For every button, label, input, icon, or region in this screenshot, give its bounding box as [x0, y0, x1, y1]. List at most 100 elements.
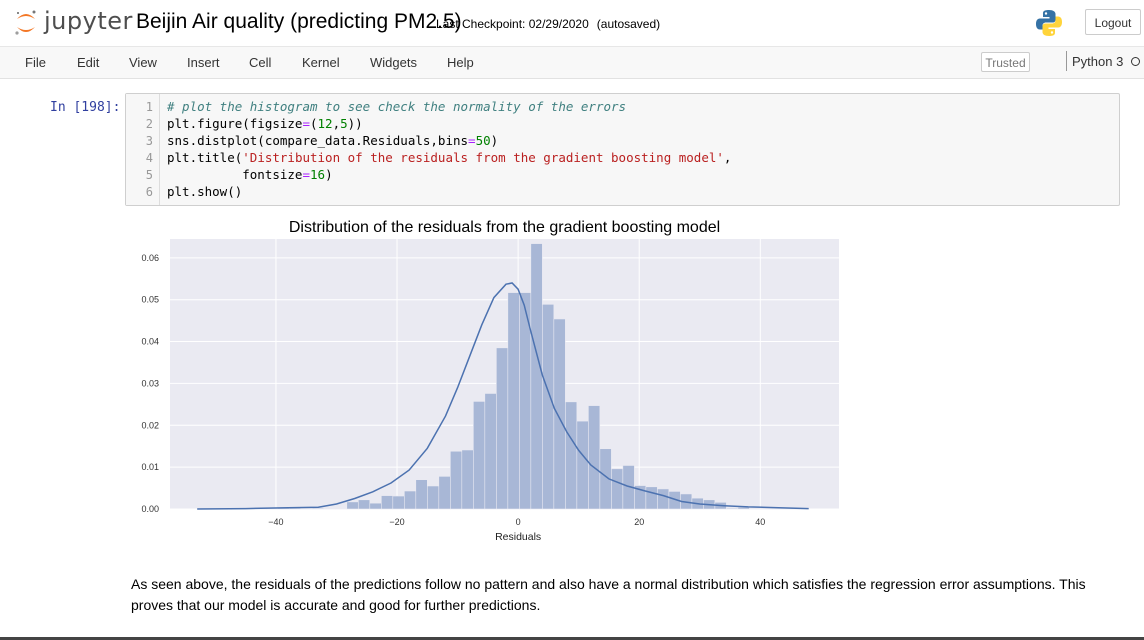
histogram-bar: [645, 486, 658, 510]
histogram-bar: [565, 401, 578, 510]
line-number: 1: [145, 100, 153, 114]
y-tick-label: 0.00: [141, 504, 159, 514]
logout-button[interactable]: Logout: [1085, 9, 1141, 35]
line-number: 2: [145, 117, 153, 131]
menu-kernel[interactable]: Kernel: [302, 55, 340, 70]
code-token: =: [302, 116, 310, 131]
line-number-gutter: 1 2 3 4 5 6: [126, 94, 160, 205]
histogram-bar: [404, 490, 417, 510]
histogram-bar: [415, 479, 428, 510]
bottom-border: [0, 637, 1144, 640]
y-tick-label: 0.01: [141, 462, 159, 472]
code-line: plt.title('Distribution of the residuals…: [167, 150, 731, 165]
y-tick-label: 0.06: [141, 253, 159, 263]
histogram-bar: [369, 502, 382, 510]
line-number: 4: [145, 151, 153, 165]
histogram-bar: [611, 468, 624, 510]
jupyter-logo-icon[interactable]: [14, 9, 38, 37]
y-tick-label: 0.05: [141, 295, 159, 305]
code-token: 16: [310, 167, 326, 182]
histogram-bar: [427, 485, 440, 510]
histogram-bar: [461, 449, 474, 510]
line-number: 6: [145, 185, 153, 199]
histogram-bar: [438, 476, 451, 510]
menu-widgets[interactable]: Widgets: [370, 55, 417, 70]
code-line: plt.show(): [167, 184, 242, 199]
histogram-bar: [542, 304, 555, 510]
python-logo-icon: [1036, 10, 1062, 36]
checkpoint-text: Last Checkpoint: 02/29/2020: [436, 17, 589, 31]
menu-cell[interactable]: Cell: [249, 55, 272, 70]
code-line: sns.distplot(compare_data.Residuals,bins…: [167, 133, 498, 148]
menu-view[interactable]: View: [129, 55, 157, 70]
kde-line: [197, 282, 809, 510]
x-tick-label: −20: [389, 517, 404, 527]
line-number: 3: [145, 134, 153, 148]
code-token: # plot the histogram to see check the no…: [167, 99, 627, 114]
code-token: ): [490, 133, 499, 148]
code-token: sns.distplot(compare_data.Residuals,bins: [167, 133, 469, 148]
residuals-histogram-chart: −40 −20 0 20 40 0.00 0.01 0.02 0.03 0.04 0.05 0.06 D…: [141, 219, 839, 543]
code-line: plt.figure(figsize=(12,5)): [167, 116, 363, 131]
code-cell-input[interactable]: 1 2 3 4 5 6 # plot the histogram to see …: [125, 93, 1120, 206]
histogram-bar: [473, 401, 486, 510]
code-token: ,: [332, 116, 341, 131]
y-tick-label: 0.04: [141, 337, 159, 347]
histogram-bar: [553, 318, 566, 510]
histogram-bar: [392, 495, 405, 510]
histogram-bar: [726, 507, 739, 510]
menubar: File Edit View Insert Cell Kernel Widget…: [0, 47, 1144, 79]
menu-file[interactable]: File: [25, 55, 46, 70]
code-line: fontsize=16): [167, 167, 333, 182]
kernel-name: Python 3: [1072, 54, 1124, 69]
histogram-bar: [450, 450, 463, 510]
menu-edit[interactable]: Edit: [77, 55, 100, 70]
trusted-indicator[interactable]: Trusted: [981, 52, 1030, 72]
code-token: (: [310, 116, 318, 131]
histogram-bar: [657, 488, 670, 510]
code-token: )): [347, 116, 363, 131]
kernel-status-icon: [1131, 57, 1140, 66]
code-token: 50: [475, 133, 491, 148]
y-tick-label: 0.02: [141, 420, 159, 430]
histogram-bar: [357, 499, 371, 510]
histogram-bar: [484, 393, 497, 510]
code-token: 5: [340, 116, 348, 131]
code-token: ,: [723, 150, 732, 165]
histogram-bar: [496, 347, 509, 510]
cell-prompt: In [198]:: [50, 100, 121, 115]
code-line: # plot the histogram to see check the no…: [167, 99, 626, 114]
checkpoint-status: Last Checkpoint: 02/29/2020 (autosaved): [436, 17, 660, 31]
code-token: plt.show(): [167, 184, 243, 199]
line-number: 5: [145, 168, 153, 182]
x-tick-label: 40: [755, 517, 765, 527]
notebook-name[interactable]: Beijin Air quality (predicting PM2.5): [136, 10, 462, 33]
code-token: plt.title(: [167, 150, 243, 165]
notebook-header: jupyter Beijin Air quality (predicting P…: [0, 0, 1144, 47]
code-token: plt.figure(figsize: [167, 116, 303, 131]
jupyter-logo-text[interactable]: jupyter: [44, 7, 133, 35]
menu-insert[interactable]: Insert: [187, 55, 220, 70]
markdown-cell-text: As seen above, the residuals of the pred…: [131, 576, 1086, 613]
histogram-bar: [507, 292, 520, 510]
kernel-divider: [1066, 51, 1067, 71]
histogram-bar: [576, 420, 589, 510]
autosave-status: (autosaved): [596, 17, 661, 31]
x-axis-label: Residuals: [495, 531, 541, 543]
histogram-bar: [588, 405, 601, 510]
y-tick-label: 0.03: [141, 378, 159, 388]
histogram-bar: [346, 501, 359, 510]
code-token: ): [325, 167, 333, 182]
code-token: =: [468, 133, 476, 148]
x-tick-label: −40: [268, 517, 283, 527]
chart-title: Distribution of the residuals from the g…: [289, 219, 720, 236]
menu-help[interactable]: Help: [447, 55, 474, 70]
code-token: =: [302, 167, 310, 182]
x-tick-label: 20: [634, 517, 644, 527]
x-tick-label: 0: [516, 517, 521, 527]
code-token: 12: [317, 116, 333, 131]
histogram-bar: [380, 495, 394, 510]
histogram-bar: [530, 243, 543, 510]
code-token: fontsize: [167, 167, 303, 182]
code-token: 'Distribution of the residuals from the …: [242, 150, 724, 165]
